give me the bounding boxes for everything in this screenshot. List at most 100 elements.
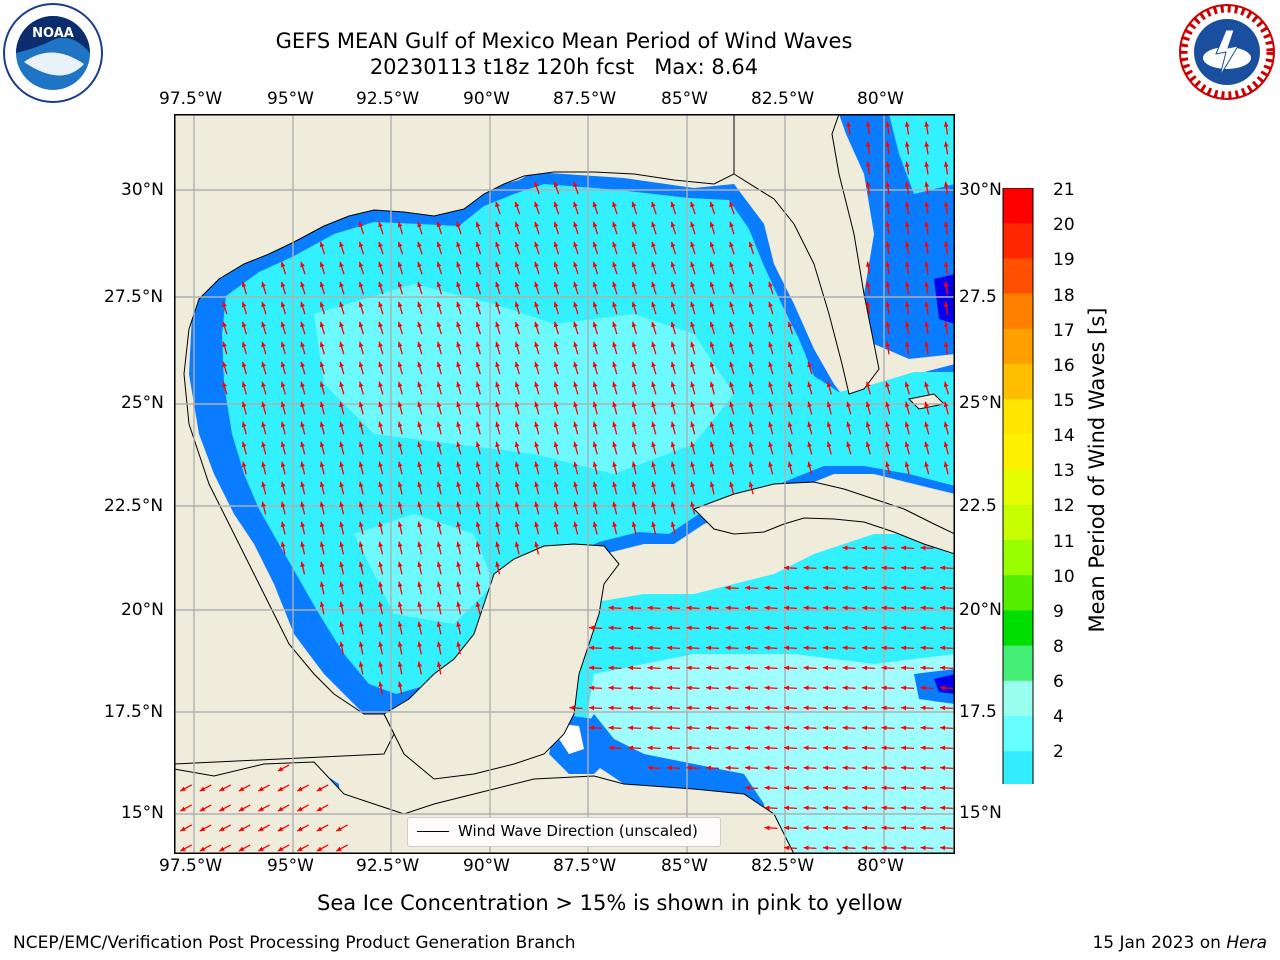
wave-direction-arrowhead	[300, 381, 305, 388]
lat-tick-left: 25°N	[121, 393, 164, 413]
wave-direction-arrowhead	[397, 681, 403, 687]
wave-direction-arrowhead	[339, 241, 344, 248]
wave-direction-arrowhead	[904, 421, 910, 428]
wave-direction-arrowhead	[651, 501, 656, 508]
wave-direction-arrowhead	[651, 261, 656, 268]
wave-direction-arrowhead	[842, 745, 848, 751]
wave-direction-arrowhead	[787, 421, 793, 428]
wave-direction-arrowhead	[784, 585, 790, 591]
wave-direction-arrowhead	[573, 301, 578, 308]
wave-direction-arrowhead	[495, 301, 500, 308]
wave-direction-arrowhead	[456, 261, 461, 268]
wave-direction-arrowhead	[764, 825, 770, 831]
wave-direction-arrowhead	[514, 381, 520, 388]
wave-direction-arrowhead	[534, 421, 539, 428]
wave-direction-arrowhead	[784, 805, 790, 811]
wave-direction-arrowhead	[881, 545, 887, 551]
lat-tick-left: 17.5°N	[104, 702, 164, 722]
wave-direction-arrowhead	[495, 241, 500, 248]
wave-direction-arrowhead	[436, 461, 442, 468]
wave-direction-arrowhead	[592, 361, 598, 368]
wave-direction-arrowhead	[258, 846, 264, 852]
wave-direction-arrowhead	[397, 281, 403, 288]
wave-direction-arrowhead	[823, 845, 829, 851]
wave-direction-arrowhead	[764, 685, 770, 691]
wave-direction-arrowhead	[280, 341, 286, 348]
wave-direction-arrowhead	[300, 301, 305, 308]
wave-direction-arrowhead	[495, 321, 500, 328]
wave-direction-arrowhead	[339, 561, 344, 568]
wave-direction-arrowhead	[397, 661, 403, 667]
wave-direction-arrowhead	[612, 261, 617, 268]
wave-direction-arrowhead	[768, 441, 773, 448]
wave-direction-arrowhead	[709, 221, 715, 228]
wave-direction-arrowhead	[842, 545, 848, 551]
wave-direction-arrowhead	[881, 765, 887, 771]
wave-direction-arrowhead	[475, 441, 481, 448]
wave-direction-arrowhead	[280, 541, 286, 548]
wave-direction-arrowhead	[417, 341, 422, 348]
wave-direction-arrowhead	[631, 281, 637, 288]
wave-direction-arrowhead	[628, 665, 634, 671]
wave-direction-arrowhead	[940, 765, 946, 771]
wave-direction-arrowhead	[885, 341, 891, 347]
wave-direction-arrowhead	[904, 141, 910, 147]
wave-direction-arrowhead	[690, 481, 695, 488]
wave-direction-arrowhead	[339, 381, 344, 388]
colorbar-segment	[1003, 680, 1033, 717]
wave-direction-arrowhead	[592, 441, 598, 448]
wave-direction-arrowhead	[784, 785, 790, 791]
wave-direction-arrowhead	[300, 341, 305, 348]
wave-direction-arrowhead	[277, 786, 284, 792]
wave-direction-arrowhead	[456, 581, 461, 588]
colorbar-tick: 13	[1053, 461, 1075, 481]
wave-direction-arrowhead	[612, 341, 617, 348]
wave-direction-arrowhead	[378, 681, 384, 687]
wave-direction-arrowhead	[865, 281, 871, 287]
wave-direction-arrowhead	[436, 381, 442, 388]
colorbar-tick: 18	[1053, 286, 1075, 306]
wave-direction-arrowhead	[865, 121, 871, 127]
wave-direction-arrowhead	[534, 501, 539, 508]
wave-direction-arrowhead	[628, 605, 634, 611]
wave-direction-arrowhead	[920, 645, 926, 651]
wave-direction-arrowhead	[920, 685, 926, 691]
wave-direction-arrowhead	[631, 401, 637, 408]
wave-direction-arrowhead	[534, 481, 539, 488]
colorbar-tick: 11	[1053, 532, 1075, 552]
wave-direction-arrowhead	[823, 665, 829, 671]
wave-direction-arrowhead	[901, 845, 907, 851]
wave-direction-arrowhead	[514, 401, 520, 408]
wave-direction-arrowhead	[842, 825, 848, 831]
wave-direction-arrowhead	[943, 441, 949, 448]
wave-direction-arrowhead	[475, 301, 481, 308]
wave-direction-arrowhead	[534, 181, 539, 188]
wave-direction-arrowhead	[631, 481, 637, 488]
wave-direction-arrowhead	[904, 381, 910, 388]
colorbar-tick: 4	[1053, 707, 1064, 727]
colorbar-tick: 10	[1053, 567, 1075, 587]
wave-direction-arrowhead	[180, 806, 186, 812]
wave-direction-arrowhead	[378, 521, 383, 528]
wave-direction-arrowhead	[277, 806, 284, 812]
wave-direction-arrowhead	[612, 521, 617, 528]
lon-tick-bottom: 95°W	[267, 856, 314, 876]
wave-direction-arrowhead	[885, 261, 891, 267]
noaa-logo: NOAA	[2, 2, 104, 104]
wave-direction-arrowhead	[862, 585, 868, 591]
wave-direction-arrowhead	[865, 421, 871, 428]
wave-direction-arrowhead	[534, 301, 539, 308]
wave-direction-arrowhead	[725, 745, 731, 751]
wave-direction-arrowhead	[768, 341, 773, 348]
wave-direction-arrowhead	[534, 261, 539, 268]
wave-direction-arrowhead	[514, 241, 520, 248]
wave-direction-arrowhead	[924, 461, 929, 468]
wave-direction-arrowhead	[686, 605, 692, 611]
wave-direction-arrowhead	[592, 501, 598, 508]
wave-direction-arrowhead	[319, 561, 325, 568]
wave-direction-arrowhead	[748, 421, 754, 428]
wave-direction-arrowhead	[319, 601, 325, 608]
wave-direction-arrowhead	[514, 521, 520, 528]
wave-direction-arrowhead	[553, 261, 559, 268]
wave-direction-arrowhead	[787, 401, 793, 408]
